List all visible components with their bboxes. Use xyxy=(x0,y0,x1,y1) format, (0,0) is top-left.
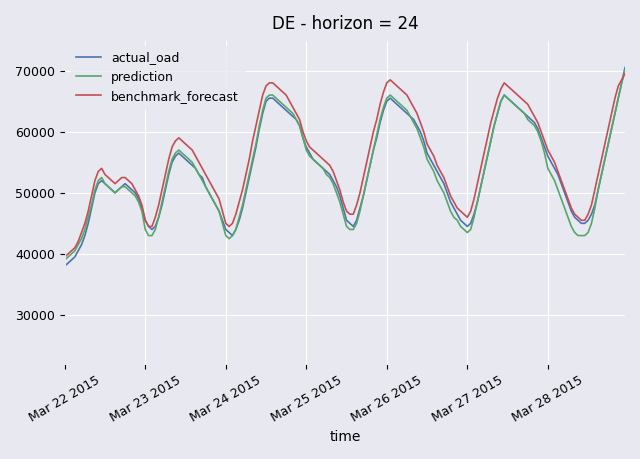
Title: DE - horizon = 24: DE - horizon = 24 xyxy=(271,15,418,33)
Line: benchmark_forecast: benchmark_forecast xyxy=(65,74,625,257)
Line: prediction: prediction xyxy=(65,71,625,260)
Line: actual_oad: actual_oad xyxy=(65,67,625,266)
Legend: actual_oad, prediction, benchmark_forecast: actual_oad, prediction, benchmark_foreca… xyxy=(71,46,244,108)
X-axis label: time: time xyxy=(329,430,360,444)
